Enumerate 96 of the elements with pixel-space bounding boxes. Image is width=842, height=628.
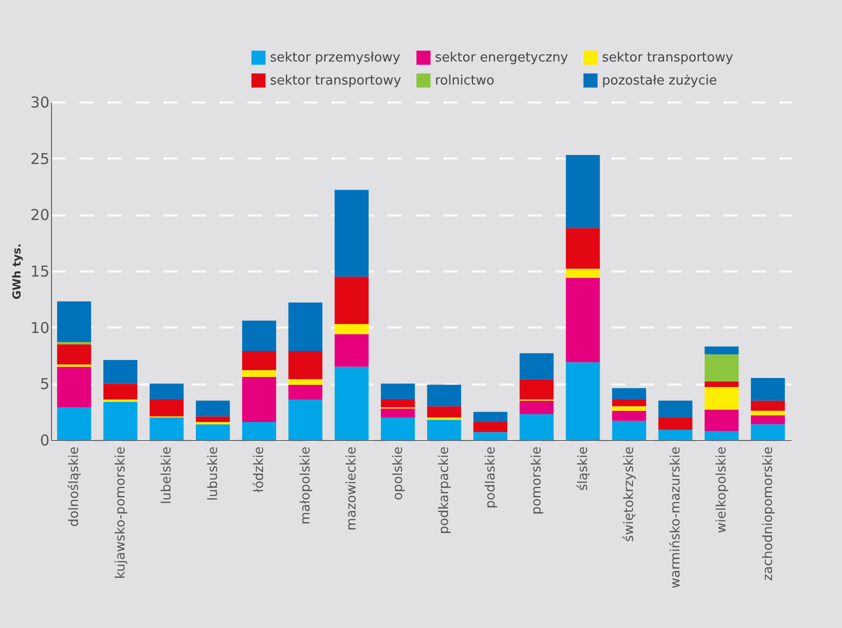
bar (612, 399, 646, 406)
bar (196, 400, 230, 416)
legend-label: sektor energetyczny (435, 50, 568, 66)
bar (380, 399, 415, 408)
bar (704, 430, 739, 440)
bar (658, 400, 692, 418)
bar (566, 154, 600, 228)
x-tick-label: opolskie (390, 446, 406, 500)
bar (520, 353, 554, 380)
bar (57, 344, 92, 365)
bar (334, 366, 369, 440)
bar (612, 410, 646, 421)
x-tick-label: podlaskie (483, 446, 498, 508)
x-tick-label: śląskie (576, 446, 591, 491)
bar (427, 384, 462, 406)
bar (658, 430, 692, 440)
bar (473, 412, 508, 422)
x-tick-label: wielkopolskie (714, 446, 730, 534)
bar (750, 378, 785, 401)
bar (288, 379, 322, 385)
bar (288, 384, 322, 400)
bar (566, 278, 600, 362)
y-tick-label: 25 (30, 150, 50, 168)
bar (288, 302, 322, 351)
bar (196, 416, 230, 422)
bar (520, 414, 554, 440)
bar (750, 415, 785, 424)
bar (380, 417, 415, 440)
y-tick-label: 30 (30, 94, 50, 112)
legend-label: sektor przemysłowy (270, 50, 401, 66)
bar (566, 228, 600, 269)
x-tick-label: świętokrzyskie (622, 446, 638, 542)
bar (288, 350, 322, 380)
bar (566, 362, 600, 440)
y-axis-title: GWh tys. (10, 244, 24, 300)
bar (334, 334, 369, 367)
bar (103, 360, 138, 384)
bar (473, 422, 508, 432)
y-tick-label: 15 (30, 262, 50, 280)
y-tick-label: 10 (30, 318, 50, 337)
legend-label: sektor transportowy (602, 50, 734, 66)
bar (242, 350, 276, 370)
x-tick-label: warmińsko-mazurskie (668, 446, 684, 588)
legend-label: sektor transportowy (270, 74, 402, 88)
x-tick-label: małopolskie (298, 446, 314, 525)
bar (57, 366, 92, 408)
bar (380, 384, 415, 400)
bar (473, 432, 508, 440)
bar (196, 424, 230, 440)
bar (704, 410, 739, 431)
bar (658, 417, 692, 430)
bar (288, 399, 322, 440)
bar (427, 420, 462, 440)
bar (704, 346, 739, 354)
bar (57, 301, 92, 342)
bar (704, 381, 739, 388)
bar (334, 324, 369, 334)
bar (520, 400, 554, 414)
bar (750, 410, 785, 416)
bar (750, 400, 785, 411)
bar (103, 402, 138, 440)
x-tick-label: lubuskie (206, 446, 221, 501)
legend-label: rolnictwo (435, 74, 494, 88)
bar (334, 276, 369, 324)
x-tick-label: mazowieckie (344, 446, 360, 530)
bar (150, 384, 184, 400)
bar (242, 370, 276, 377)
y-tick-label: 0 (40, 432, 50, 450)
bar (380, 408, 415, 418)
bar (612, 406, 646, 411)
y-tick-label: 5 (40, 375, 50, 394)
bar (520, 379, 554, 400)
bar (612, 388, 646, 400)
bar (150, 417, 184, 440)
bar (242, 422, 276, 440)
bar (103, 384, 138, 400)
bar (57, 407, 92, 440)
x-tick-label: zachodniopomorskie (760, 446, 776, 581)
bar (750, 424, 785, 440)
y-tick-label: 20 (30, 206, 50, 224)
bar (704, 387, 739, 410)
bar (704, 354, 739, 382)
bar (150, 399, 184, 416)
legend-label: pozostałe zużycie (602, 74, 717, 88)
x-tick-label: kujawsko-pomorskie (113, 446, 128, 579)
x-tick-label: podkarpackie (437, 446, 452, 534)
bar (566, 268, 600, 278)
bar (612, 420, 646, 440)
bar (427, 406, 462, 418)
bar (242, 320, 276, 351)
x-tick-label: pomorskie (530, 446, 545, 515)
x-tick-label: łódzkie (252, 446, 268, 492)
bar (242, 376, 276, 422)
x-tick-label: dolnośląskie (67, 446, 82, 527)
bar (334, 190, 369, 277)
x-tick-label: lubelskie (160, 446, 175, 504)
